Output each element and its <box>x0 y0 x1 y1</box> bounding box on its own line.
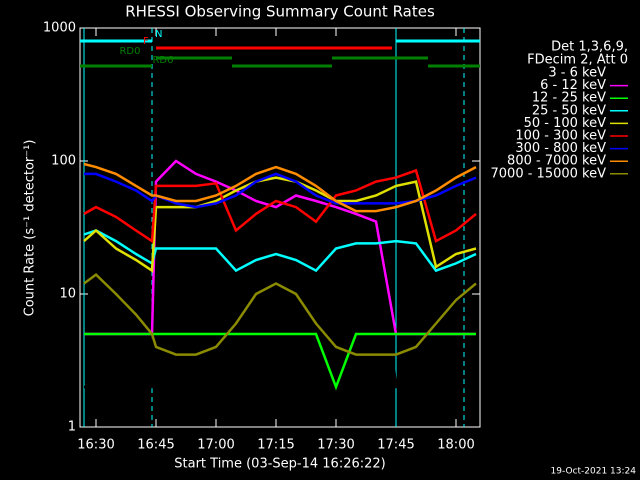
plot-frame <box>79 27 481 428</box>
x-tick-label: 17:15 <box>257 438 294 453</box>
legend-label: 3 - 6 keV <box>548 66 606 81</box>
series-line <box>83 162 477 213</box>
series-line <box>84 172 477 209</box>
series-line <box>83 229 477 273</box>
y-tick-label: 1000 <box>43 21 76 36</box>
x-tick-label: 18:00 <box>437 438 474 453</box>
legend-header: FDecim 2, Att 0 <box>527 53 628 68</box>
legend-label: 12 - 25 keV <box>532 91 606 106</box>
legend-header: Det 1,3,6,9, <box>551 40 628 55</box>
y-axis-label: Count Rate (s⁻¹ detector⁻¹) <box>23 140 38 317</box>
series-line <box>83 176 477 273</box>
legend-label: 25 - 50 keV <box>532 103 606 118</box>
x-tick-label: 17:00 <box>197 438 234 453</box>
y-tick-label: 100 <box>51 154 76 169</box>
legend-label: 800 - 7000 keV <box>507 154 606 169</box>
flag-label: RD6 <box>152 55 173 66</box>
y-tick-label: 1 <box>68 420 76 435</box>
footer: 19-Oct-2021 13:24 <box>551 467 637 477</box>
legend-label: 50 - 100 keV <box>524 116 607 131</box>
flag-label: F <box>143 36 149 47</box>
chart-title: RHESSI Observing Summary Count Rates <box>125 3 435 21</box>
legend-label: 6 - 12 keV <box>540 78 606 93</box>
series-line <box>83 272 477 356</box>
series-line <box>84 159 476 389</box>
x-tick-label: 17:45 <box>377 438 414 453</box>
series-line <box>84 332 476 391</box>
flag-label: RD0 <box>119 46 140 57</box>
legend-label: 7000 - 15000 keV <box>491 166 607 181</box>
legend-label: 100 - 300 keV <box>515 129 606 144</box>
flag-label: N <box>155 29 162 40</box>
x-tick-label: 16:45 <box>137 438 174 453</box>
x-tick-label: 16:30 <box>77 438 114 453</box>
legend-label: 300 - 800 keV <box>515 141 606 156</box>
series-line <box>83 168 477 244</box>
x-tick-label: 17:30 <box>317 438 354 453</box>
y-tick-label: 10 <box>59 287 76 302</box>
x-axis-label: Start Time (03-Sep-14 16:26:22) <box>174 457 385 472</box>
